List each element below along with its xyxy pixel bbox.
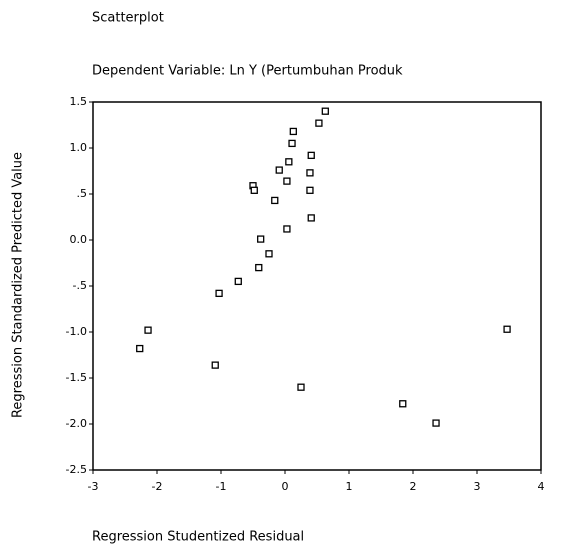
y-tick-label: 1.5 [70,95,88,108]
y-axis-label: Regression Standardized Predicted Value [11,152,26,418]
x-axis-label: Regression Studentized Residual [92,530,304,545]
scatter-point [307,151,315,160]
chart-title: Scatterplot [92,11,164,26]
scatter-point [136,344,144,353]
scatter-point [306,186,314,194]
scatter-point [297,383,305,391]
y-tick-label: 1.0 [70,141,88,154]
x-tick-label: 2 [410,480,417,493]
plot-frame [92,101,542,471]
scatter-point [315,119,323,127]
scatter-point [432,419,440,427]
y-tick-label: -2.5 [66,463,87,476]
scatter-point [399,400,407,408]
scatter-point [144,326,152,334]
chart-subtitle: Dependent Variable: Ln Y (Pertumbuhan Pr… [92,64,403,79]
y-tick-label: -1.0 [66,325,87,338]
y-tick-label: -1.5 [66,371,87,384]
y-tick-label: .5 [77,187,88,200]
scatter-point [234,277,242,286]
scatter-point [257,235,265,243]
scatter-point [283,225,291,233]
scatter-point [321,107,329,115]
scatter-point [211,361,219,369]
y-tick-label: 0.0 [70,233,88,246]
x-tick-label: 0 [282,480,289,493]
scatter-point [307,214,315,222]
y-tick-label: -.5 [73,279,87,292]
y-tick-label: -2.0 [66,417,87,430]
scatter-point [275,166,283,174]
scatter-point [265,250,273,258]
x-tick-label: -3 [88,480,99,493]
scatter-point [289,127,297,136]
scatter-point [503,325,511,333]
scatter-point [283,177,291,185]
scatter-point [285,158,293,166]
scatter-point [271,196,279,205]
scatter-point [288,139,296,148]
x-tick-label: -2 [152,480,163,493]
x-tick-label: 3 [474,480,481,493]
x-tick-label: 4 [538,480,545,493]
scatter-point [215,289,223,298]
x-tick-label: 1 [346,480,353,493]
scatter-point [306,169,314,177]
scatter-point [250,186,258,194]
x-tick-label: -1 [216,480,227,493]
scatter-point [255,263,263,272]
